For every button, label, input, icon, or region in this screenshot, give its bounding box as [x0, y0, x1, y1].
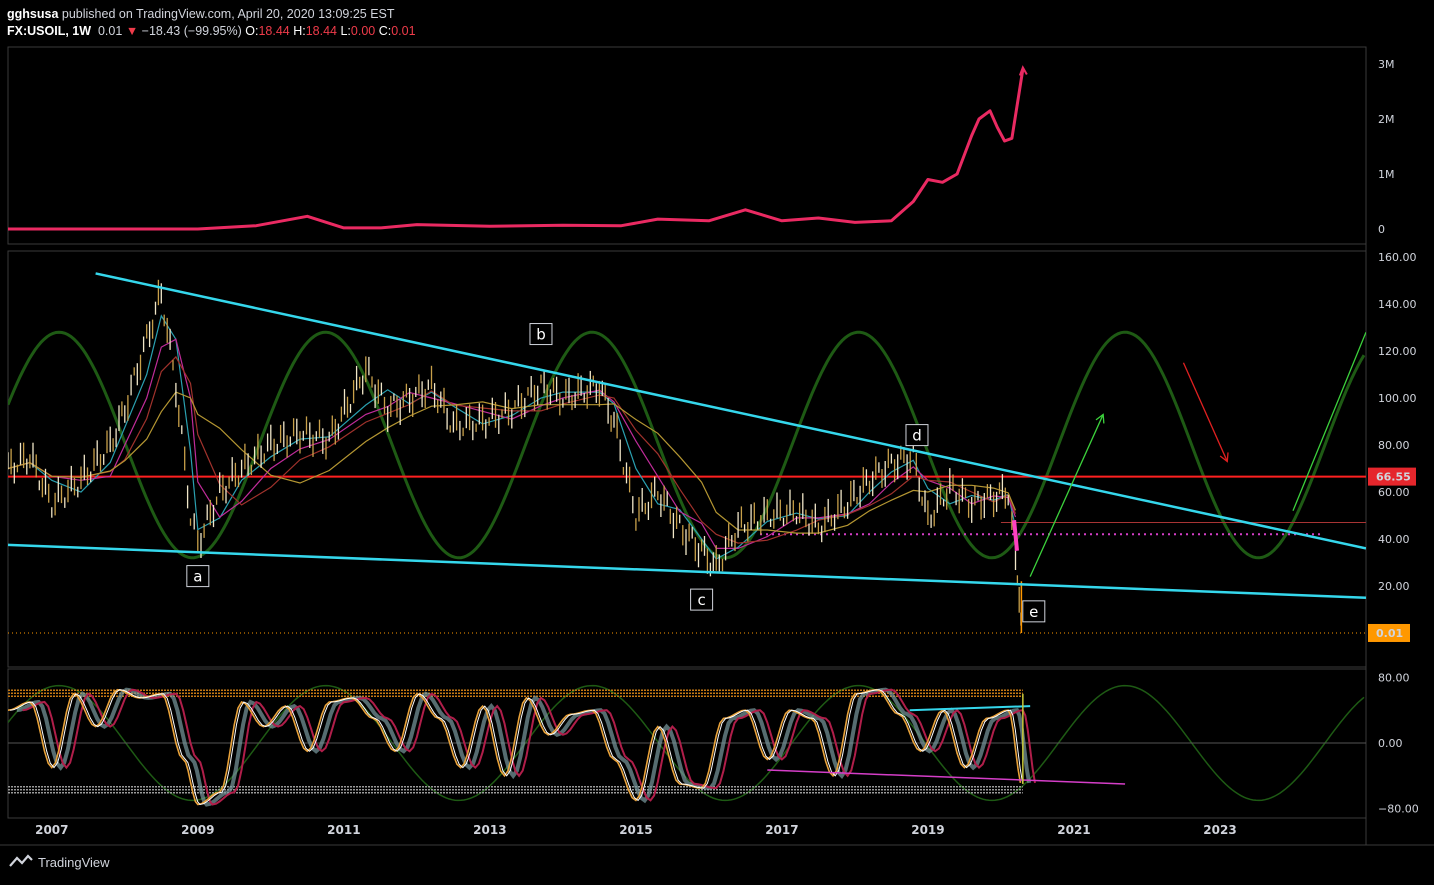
- wave-label-e: e: [1029, 603, 1038, 621]
- wave-label-box: [1022, 600, 1046, 623]
- ma-medium: [8, 338, 1017, 549]
- wave-label-b: b: [536, 326, 546, 344]
- osc-y-tick: −80.00: [1378, 803, 1419, 816]
- wave-label-box: [529, 323, 553, 346]
- green-2-arrow: [1292, 331, 1366, 512]
- lower-trendline: [8, 543, 1366, 599]
- down-arrow-icon: ▼: [125, 24, 139, 38]
- last-price-label: 0.01: [1376, 627, 1403, 640]
- price-y-tick: 120.00: [1378, 345, 1417, 358]
- price-bar-highlight: [1012, 520, 1019, 551]
- tradingview-footer: TradingView: [8, 854, 110, 870]
- price-y-tick: 20.00: [1378, 580, 1410, 593]
- green-1-arrowhead-icon: [1095, 413, 1105, 424]
- symbol-interval[interactable]: FX:USOIL, 1W: [7, 24, 92, 38]
- price-y-tick: 100.00: [1378, 392, 1417, 405]
- osc-main-line: [8, 688, 1022, 806]
- osc-y-tick: 0.00: [1378, 737, 1403, 750]
- x-tick-2019: 2019: [911, 823, 944, 837]
- author-name[interactable]: gghsusa: [7, 7, 59, 21]
- green-1-arrow: [1029, 414, 1104, 577]
- ma-slow: [8, 355, 1017, 544]
- last-price-tag: [1368, 623, 1410, 642]
- top-panel-frame: [7, 46, 1367, 245]
- osc-signal-line: [16, 687, 1032, 807]
- resistance-price-tag: [1368, 467, 1416, 486]
- price-plot-area: [8, 272, 1366, 634]
- close-value: 0.01: [391, 24, 416, 38]
- x-tick-2017: 2017: [765, 823, 798, 837]
- close-label: C:: [378, 24, 392, 38]
- top-y-tick: 0: [1378, 223, 1385, 236]
- wave-label-d: d: [912, 427, 922, 445]
- high-label: H:: [293, 24, 306, 38]
- price-y-tick: 160.00: [1378, 251, 1417, 264]
- upper-trendline: [95, 272, 1366, 550]
- wave-label-box: [905, 424, 929, 447]
- red-arrow: [1182, 362, 1228, 462]
- price-panel-frame: [7, 250, 1367, 668]
- x-tick-2013: 2013: [473, 823, 506, 837]
- osc-resistance-trendline: [909, 705, 1031, 712]
- x-tick-2009: 2009: [181, 823, 214, 837]
- top-y-tick: 1M: [1378, 168, 1395, 181]
- x-tick-2015: 2015: [619, 823, 652, 837]
- osc-y-tick: 80.00: [1378, 671, 1410, 684]
- low-value: 0.00: [350, 24, 376, 38]
- wave-label-a: a: [193, 568, 202, 586]
- publish-line: gghsusa published on TradingView.com, Ap…: [7, 6, 416, 23]
- oscillator-plot-area: [8, 684, 1366, 807]
- price-y-tick: 140.00: [1378, 298, 1417, 311]
- last-price: 0.01: [97, 24, 123, 38]
- wave-label-c: c: [697, 591, 705, 609]
- x-tick-2023: 2023: [1203, 823, 1236, 837]
- x-tick-2021: 2021: [1057, 823, 1090, 837]
- wave-label-box: [690, 588, 714, 611]
- osc-fast-line: [10, 689, 1024, 806]
- price-bars: [8, 279, 1022, 626]
- osc-divergence-line: [767, 769, 1126, 785]
- high-value: 18.44: [305, 24, 337, 38]
- ma-long: [8, 391, 1017, 534]
- red-arrowhead-icon: [1219, 452, 1229, 463]
- symbol-line: FX:USOIL, 1W 0.01 ▼ −18.43 (−99.95%) O:1…: [7, 23, 416, 40]
- open-label: O:: [245, 24, 259, 38]
- top-y-tick: 3M: [1378, 58, 1395, 71]
- low-label: L:: [340, 24, 351, 38]
- price-y-tick: 60.00: [1378, 486, 1410, 499]
- price-y-tick: 80.00: [1378, 439, 1410, 452]
- top-indicator-line: [8, 69, 1025, 231]
- price-y-tick: 40.00: [1378, 533, 1410, 546]
- price-change: −18.43 (−99.95%): [141, 24, 242, 38]
- x-tick-2011: 2011: [327, 823, 360, 837]
- open-value: 18.44: [258, 24, 290, 38]
- top-indicator-arrow-icon: [1018, 65, 1028, 76]
- top-y-tick: 2M: [1378, 113, 1395, 126]
- resistance-price-label: 66.55: [1376, 471, 1411, 484]
- wave-label-box: [186, 565, 210, 588]
- chart-header: gghsusa published on TradingView.com, Ap…: [7, 6, 416, 40]
- price-sine-cycle: [8, 330, 1366, 560]
- osc-slow-line: [22, 688, 1036, 806]
- x-tick-2007: 2007: [35, 823, 68, 837]
- published-text: published on TradingView.com, April 20, …: [61, 7, 395, 21]
- tradingview-brand[interactable]: TradingView: [38, 854, 110, 870]
- tradingview-logo-icon[interactable]: [8, 854, 34, 870]
